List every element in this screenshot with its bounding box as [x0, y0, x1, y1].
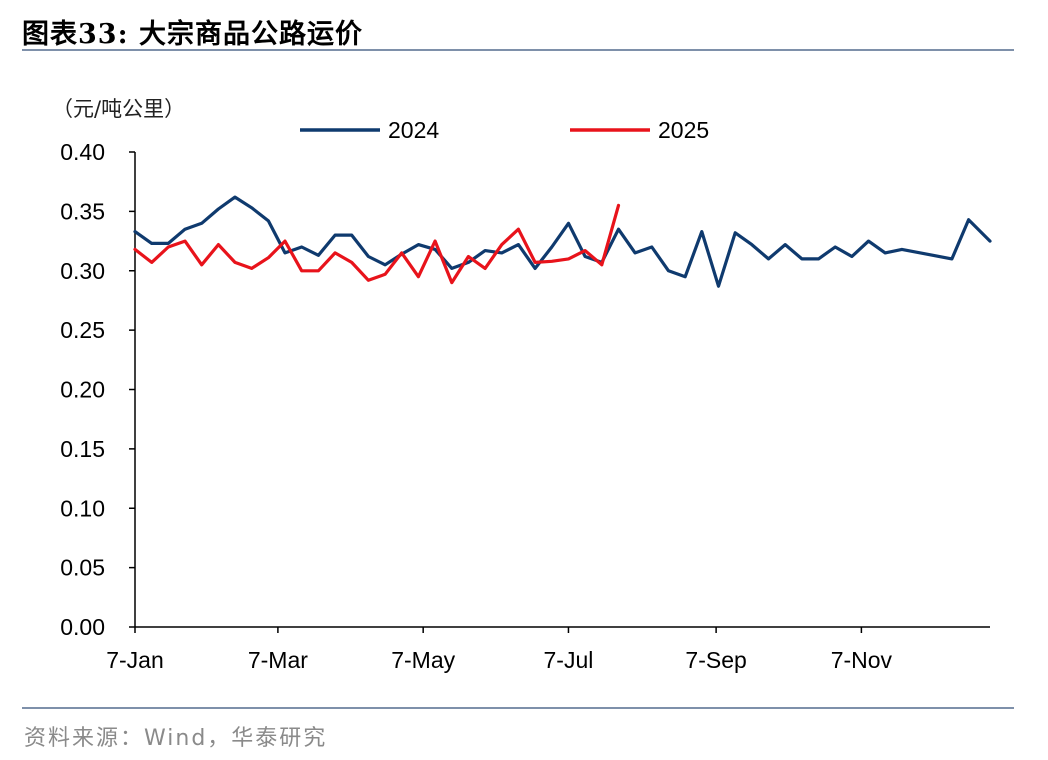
- y-tick-label: 0.15: [60, 436, 105, 462]
- y-tick-label: 0.10: [60, 495, 105, 521]
- x-axis: 7-Jan 7-Mar 7-May 7-Jul 7-Sep 7-Nov: [106, 626, 990, 673]
- chart-title: 图表33: 大宗商品公路运价: [22, 19, 363, 50]
- y-tick-label: 0.25: [60, 317, 105, 343]
- y-axis-unit-label: （元/吨公里）: [52, 97, 185, 121]
- x-tick-label: 7-Jul: [544, 647, 594, 673]
- legend: 2024 2025: [300, 117, 709, 143]
- y-axis: 0.00 0.05 0.10 0.15 0.20 0.25 0.30 0.35 0.40: [60, 139, 136, 640]
- y-tick-label: 0.40: [60, 139, 105, 165]
- x-tick-label: 7-Jan: [106, 647, 164, 673]
- legend-label-2024: 2024: [388, 117, 439, 143]
- title-divider: [22, 49, 1014, 51]
- x-tick-label: 7-Mar: [248, 647, 308, 673]
- x-tick-label: 7-Sep: [685, 647, 746, 673]
- y-tick-label: 0.20: [60, 377, 105, 403]
- series-lines: [133, 195, 992, 288]
- x-tick-label: 7-Nov: [831, 647, 893, 673]
- legend-label-2025: 2025: [658, 117, 709, 143]
- footer-divider: [22, 707, 1014, 709]
- series-line-2024: [133, 195, 992, 288]
- y-tick-label: 0.30: [60, 258, 105, 284]
- series-line-2025: [133, 203, 621, 285]
- y-tick-label: 0.00: [60, 614, 105, 640]
- y-tick-label: 0.35: [60, 198, 105, 224]
- x-tick-label: 7-May: [391, 647, 455, 673]
- y-tick-label: 0.05: [60, 555, 105, 581]
- source-note: 资料来源：Wind，华泰研究: [24, 726, 328, 751]
